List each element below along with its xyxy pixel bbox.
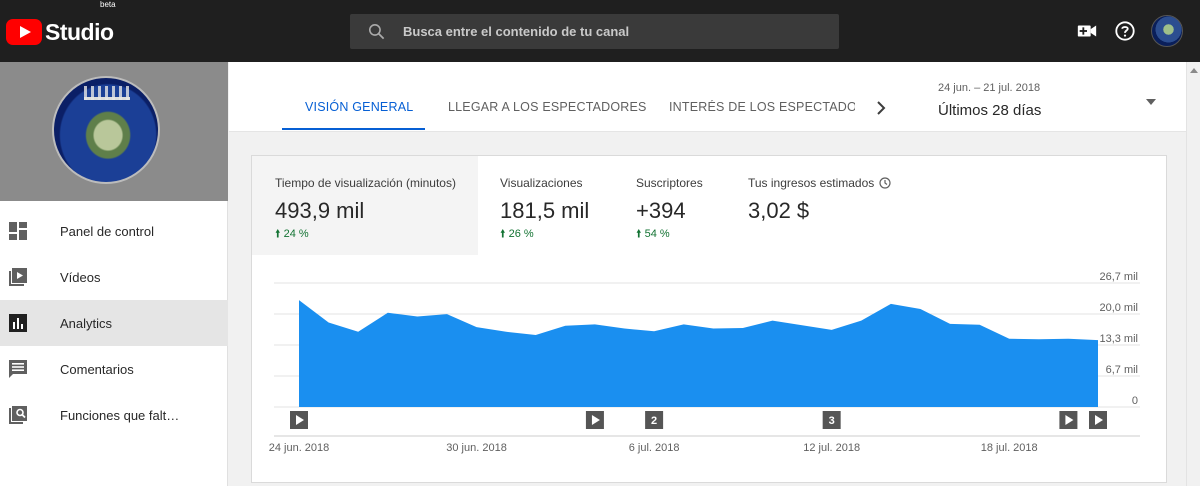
sidebar-item-videos[interactable]: Vídeos [0, 254, 228, 300]
sidebar-item-label: Analytics [60, 315, 113, 331]
marker-label: 3 [829, 415, 835, 427]
x-tick-label: 6 jul. 2018 [629, 442, 680, 454]
y-tick-label: 26,7 mil [1099, 271, 1138, 283]
arrow-up-icon: 🠙 [636, 228, 642, 240]
overview-card: Tiempo de visualización (minutos) 493,9 … [251, 155, 1167, 483]
sidebar-item-panel-de-control[interactable]: Panel de control [0, 208, 228, 254]
number-marker [822, 411, 841, 429]
y-tick-label: 13,3 mil [1099, 333, 1138, 345]
dashboard-icon [9, 222, 27, 240]
help-icon[interactable] [1114, 20, 1136, 42]
metric-subscribers[interactable]: Suscriptores +394 🠙 54 % [612, 156, 724, 255]
y-tick-label: 20,0 mil [1099, 302, 1138, 314]
metric-revenue[interactable]: Tus ingresos estimados 3,02 $ [724, 156, 904, 255]
youtube-play-icon [6, 19, 42, 45]
sidebar: Panel de control Vídeos Analytics Coment… [0, 62, 228, 486]
metric-views[interactable]: Visualizaciones 181,5 mil 🠙 26 % [478, 156, 612, 255]
search-bar[interactable] [350, 14, 839, 49]
x-tick-label: 30 jun. 2018 [446, 442, 507, 454]
tab-vision-general[interactable]: VISIÓN GENERAL [305, 100, 414, 114]
arrow-up-icon: 🠙 [275, 228, 281, 240]
watch-time-chart: 0 6,7 mil 13,3 mil 20,0 mil 26,7 mil 2 3 24 jun… [269, 271, 1140, 454]
metric-value: 181,5 mil [500, 198, 590, 223]
y-tick-label: 0 [1132, 395, 1138, 407]
tab-llegar-espectadores[interactable]: LLEGAR A LOS ESPECTADORES [448, 100, 647, 114]
scroll-up-arrow-icon[interactable] [1190, 68, 1198, 73]
metric-change: 🠙 54 % [636, 228, 670, 240]
missing-features-icon [9, 406, 27, 424]
scrollbar[interactable] [1186, 62, 1200, 486]
sidebar-item-analytics[interactable]: Analytics [0, 300, 228, 346]
metric-value: +394 [636, 198, 686, 223]
sidebar-item-label: Vídeos [60, 269, 101, 285]
youtube-studio-logo[interactable]: Studio [6, 18, 114, 46]
chart-area [299, 300, 1098, 407]
x-tick-label: 18 jul. 2018 [981, 442, 1038, 454]
play-triangle-icon [1095, 415, 1103, 425]
account-avatar[interactable] [1151, 15, 1183, 47]
arrow-up-icon: 🠙 [500, 228, 506, 240]
beta-badge: beta [100, 0, 116, 9]
comments-icon [9, 360, 27, 378]
chevron-right-icon[interactable] [874, 100, 888, 116]
play-triangle-icon [296, 415, 304, 425]
date-range: 24 jun. – 21 jul. 2018 [938, 82, 1041, 94]
metric-change: 🠙 24 % [275, 228, 309, 240]
channel-profile [0, 62, 228, 201]
analytics-header: VISIÓN GENERAL LLEGAR A LOS ESPECTADORES… [229, 62, 1200, 132]
metric-label: Tiempo de visualización (minutos) [275, 176, 456, 190]
videos-icon [9, 268, 27, 286]
search-icon[interactable] [367, 22, 386, 41]
marker-label: 2 [651, 415, 657, 427]
sidebar-item-label: Funciones que falt… [60, 407, 180, 423]
analytics-icon [9, 314, 27, 332]
active-tab-indicator [282, 128, 425, 130]
search-input[interactable] [403, 14, 823, 49]
logo-text: Studio [45, 18, 114, 45]
top-bar: Studio beta [0, 0, 1200, 62]
x-tick-label: 12 jul. 2018 [803, 442, 860, 454]
sidebar-item-label: Comentarios [60, 361, 134, 377]
metric-label: Suscriptores [636, 176, 703, 190]
play-triangle-icon [591, 415, 600, 425]
create-video-icon[interactable] [1076, 20, 1098, 42]
tab-interes-espectadores[interactable]: INTERÉS DE LOS ESPECTADORES [669, 100, 855, 114]
metric-watch-time[interactable]: Tiempo de visualización (minutos) 493,9 … [252, 156, 478, 255]
crown-graphic [84, 86, 130, 100]
metric-change: 🠙 26 % [500, 228, 534, 240]
metric-value: 493,9 mil [275, 198, 365, 223]
clock-icon[interactable] [879, 177, 891, 189]
metric-value: 3,02 $ [748, 198, 810, 223]
metric-label: Visualizaciones [500, 176, 583, 190]
sidebar-item-funciones[interactable]: Funciones que falt… [0, 392, 228, 438]
metric-label: Tus ingresos estimados [748, 176, 891, 190]
x-tick-label: 24 jun. 2018 [269, 442, 330, 454]
y-tick-label: 6,7 mil [1106, 364, 1138, 376]
number-marker [645, 411, 664, 429]
chevron-down-icon[interactable] [1145, 97, 1157, 107]
channel-avatar[interactable] [52, 76, 160, 184]
sidebar-item-label: Panel de control [60, 223, 154, 239]
sidebar-item-comentarios[interactable]: Comentarios [0, 346, 228, 392]
date-period-selector[interactable]: Últimos 28 días [938, 102, 1042, 119]
play-triangle-icon [1065, 415, 1074, 425]
